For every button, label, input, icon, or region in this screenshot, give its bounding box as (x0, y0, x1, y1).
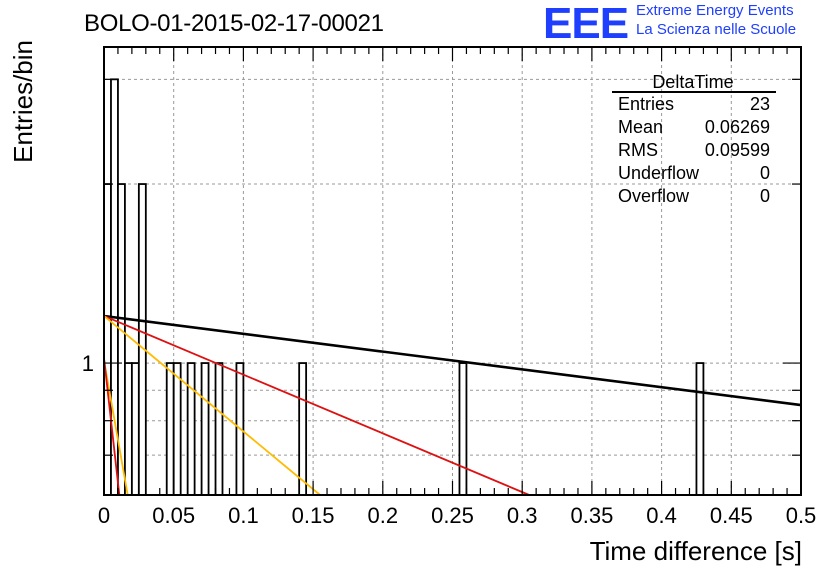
stats-row-label: Entries (618, 94, 674, 114)
fit-lines (103, 314, 802, 496)
fit-line (103, 314, 802, 407)
histogram-bar (103, 183, 112, 496)
stats-row-value: 0 (760, 186, 770, 206)
x-tick-label: 0.15 (292, 503, 335, 528)
logo-line-2: La Scienza nelle Scuole (636, 21, 797, 38)
eee-logo: EEE (543, 0, 629, 48)
x-tick-label: 0.25 (431, 503, 474, 528)
fit-line (103, 315, 321, 496)
histogram-bar (130, 362, 140, 496)
histogram-bar (165, 362, 175, 496)
histogram-bar (458, 362, 468, 496)
stats-row-value: 0 (760, 163, 770, 183)
y-tick-label: 1 (82, 351, 94, 376)
stats-row-value: 0.09599 (705, 140, 770, 160)
chart-title: BOLO-01-2015-02-17-00021 (84, 10, 384, 37)
histogram-bar (137, 183, 147, 496)
stats-box: DeltaTime Entries 23 Mean 0.06269 RMS 0.09599… (612, 72, 776, 206)
histogram-bar (298, 362, 308, 496)
x-tick-label: 0 (98, 503, 110, 528)
stats-row-label: Underflow (618, 163, 700, 183)
fit-line (103, 360, 129, 496)
x-tick-label: 0.45 (710, 503, 753, 528)
axis-ticks (103, 47, 802, 496)
x-tick-label: 0.5 (786, 503, 817, 528)
x-tick-label: 0.05 (152, 503, 195, 528)
stats-row-label: Mean (618, 117, 663, 137)
histogram-bar (172, 362, 182, 496)
histogram-bar (695, 362, 705, 496)
x-tick-label: 0.4 (646, 503, 677, 528)
stats-row-value: 0.06269 (705, 117, 770, 137)
logo-line-1: Extreme Energy Events (636, 2, 794, 19)
histogram-bar (186, 362, 196, 496)
histogram-bar (214, 362, 224, 496)
fit-line (103, 315, 530, 496)
histogram-bar (200, 362, 210, 496)
histogram-bar (124, 362, 133, 496)
stats-row-label: RMS (618, 140, 658, 160)
x-axis-label: Time difference [s] (590, 536, 802, 566)
y-axis-label: Entries/bin (8, 40, 38, 163)
tick-labels: 0 0.05 0.1 0.15 0.2 0.25 0.3 0.35 0.4 0.45 0.5 1 (82, 351, 817, 528)
stats-row-value: 23 (750, 94, 770, 114)
x-tick-label: 0.2 (368, 503, 399, 528)
histogram-bars (103, 78, 705, 496)
stats-box-title: DeltaTime (652, 72, 733, 92)
x-tick-label: 0.3 (507, 503, 538, 528)
stats-row-label: Overflow (618, 186, 690, 206)
x-tick-label: 0.1 (228, 503, 259, 528)
x-tick-label: 0.35 (570, 503, 613, 528)
fit-line (103, 357, 121, 496)
